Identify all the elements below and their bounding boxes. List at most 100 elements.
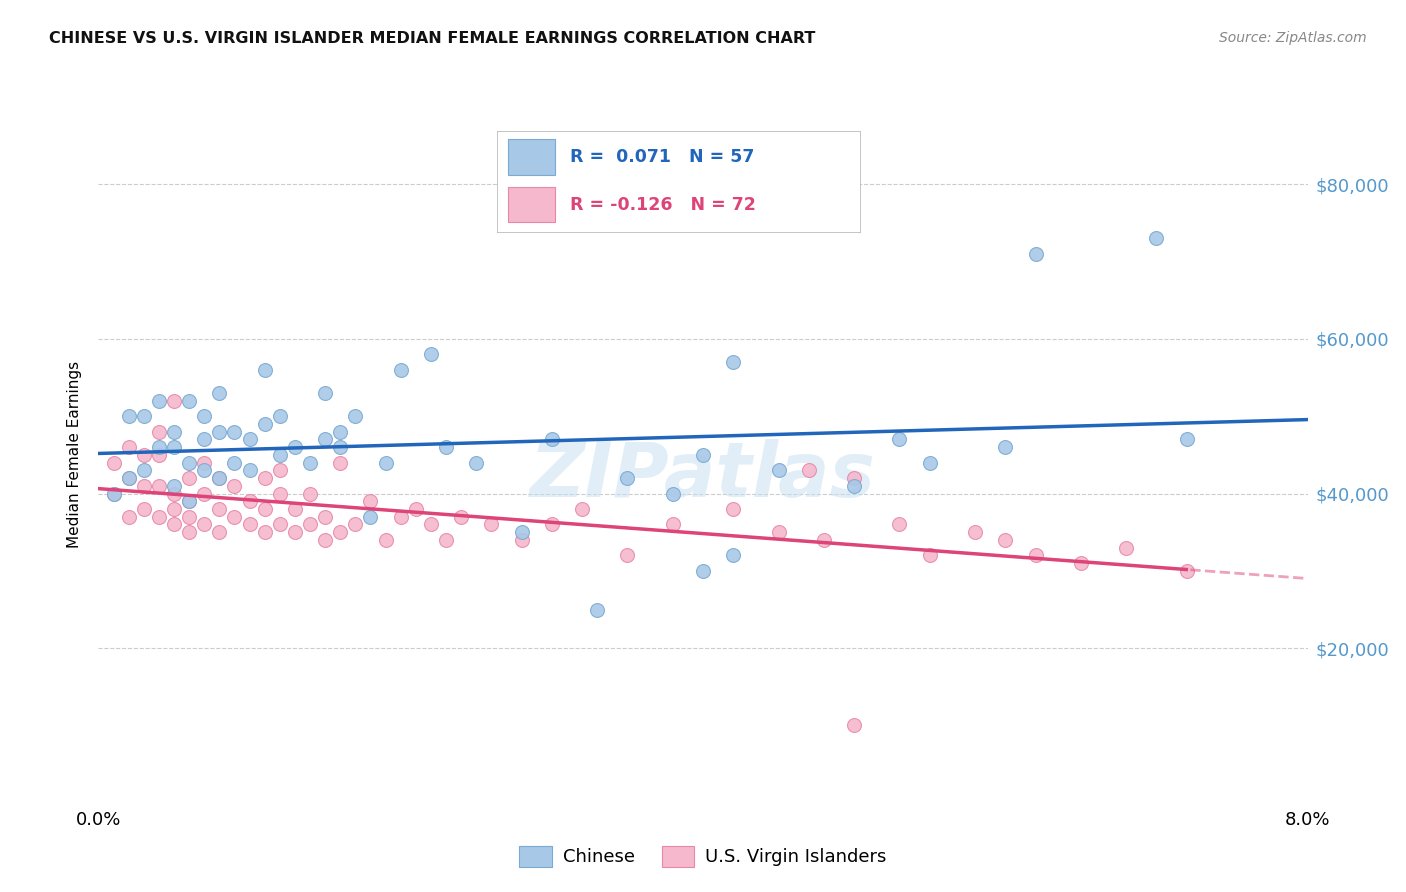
- Point: [193, 486, 215, 500]
- Point: [1070, 556, 1092, 570]
- Point: [662, 517, 685, 532]
- Point: [1025, 247, 1047, 261]
- Point: [163, 517, 186, 532]
- Point: [571, 502, 593, 516]
- Point: [541, 433, 564, 447]
- Point: [692, 448, 714, 462]
- Point: [179, 525, 201, 540]
- Point: [224, 425, 246, 439]
- Point: [844, 479, 866, 493]
- Point: [179, 393, 201, 408]
- Point: [389, 363, 412, 377]
- Point: [329, 425, 352, 439]
- Point: [193, 456, 215, 470]
- Point: [179, 456, 201, 470]
- Point: [179, 494, 201, 508]
- Point: [768, 463, 790, 477]
- Legend: Chinese, U.S. Virgin Islanders: Chinese, U.S. Virgin Islanders: [512, 838, 894, 874]
- Point: [360, 494, 382, 508]
- Point: [1175, 564, 1198, 578]
- Point: [148, 440, 170, 454]
- Point: [889, 517, 911, 532]
- Point: [132, 448, 155, 462]
- Point: [1025, 549, 1047, 563]
- Point: [208, 525, 231, 540]
- Point: [118, 509, 141, 524]
- Point: [118, 440, 141, 454]
- Point: [481, 517, 503, 532]
- Point: [723, 549, 745, 563]
- Point: [344, 409, 367, 424]
- Point: [360, 509, 382, 524]
- Point: [193, 409, 215, 424]
- Bar: [509, 139, 555, 175]
- Point: [269, 448, 291, 462]
- Point: [616, 471, 638, 485]
- Point: [662, 486, 685, 500]
- Point: [179, 471, 201, 485]
- Point: [269, 463, 291, 477]
- Point: [510, 525, 533, 540]
- Point: [269, 409, 291, 424]
- Point: [193, 517, 215, 532]
- Point: [284, 525, 307, 540]
- Point: [1146, 231, 1168, 245]
- Point: [329, 456, 352, 470]
- Point: [1115, 541, 1137, 555]
- Point: [450, 509, 472, 524]
- Point: [465, 456, 488, 470]
- Point: [253, 363, 276, 377]
- Point: [405, 502, 427, 516]
- Point: [616, 549, 638, 563]
- Point: [193, 433, 215, 447]
- Point: [118, 471, 141, 485]
- Point: [284, 440, 307, 454]
- Point: [118, 471, 141, 485]
- Point: [193, 463, 215, 477]
- Point: [163, 479, 186, 493]
- Point: [224, 479, 246, 493]
- Point: [163, 502, 186, 516]
- Point: [208, 425, 231, 439]
- Point: [163, 440, 186, 454]
- Point: [132, 409, 155, 424]
- Point: [768, 525, 790, 540]
- Point: [994, 440, 1017, 454]
- Point: [329, 525, 352, 540]
- Bar: [509, 187, 555, 222]
- Point: [208, 471, 231, 485]
- Point: [541, 517, 564, 532]
- Point: [163, 393, 186, 408]
- Text: R = -0.126   N = 72: R = -0.126 N = 72: [569, 195, 756, 213]
- Text: CHINESE VS U.S. VIRGIN ISLANDER MEDIAN FEMALE EARNINGS CORRELATION CHART: CHINESE VS U.S. VIRGIN ISLANDER MEDIAN F…: [49, 31, 815, 46]
- Point: [1175, 433, 1198, 447]
- Text: Source: ZipAtlas.com: Source: ZipAtlas.com: [1219, 31, 1367, 45]
- Point: [163, 486, 186, 500]
- Point: [224, 456, 246, 470]
- Point: [132, 502, 155, 516]
- Point: [510, 533, 533, 547]
- Point: [420, 347, 443, 361]
- Point: [148, 448, 170, 462]
- Point: [103, 456, 125, 470]
- Point: [299, 517, 322, 532]
- Point: [148, 425, 170, 439]
- Point: [994, 533, 1017, 547]
- Point: [208, 471, 231, 485]
- Point: [420, 517, 443, 532]
- Point: [239, 494, 262, 508]
- Point: [132, 479, 155, 493]
- Point: [314, 386, 336, 401]
- Point: [148, 509, 170, 524]
- Point: [374, 533, 396, 547]
- Point: [208, 386, 231, 401]
- Point: [239, 433, 262, 447]
- Text: ZIPatlas: ZIPatlas: [530, 439, 876, 513]
- Point: [253, 502, 276, 516]
- Point: [723, 502, 745, 516]
- Point: [253, 471, 276, 485]
- Point: [148, 479, 170, 493]
- Point: [344, 517, 367, 532]
- Point: [224, 509, 246, 524]
- Point: [723, 355, 745, 369]
